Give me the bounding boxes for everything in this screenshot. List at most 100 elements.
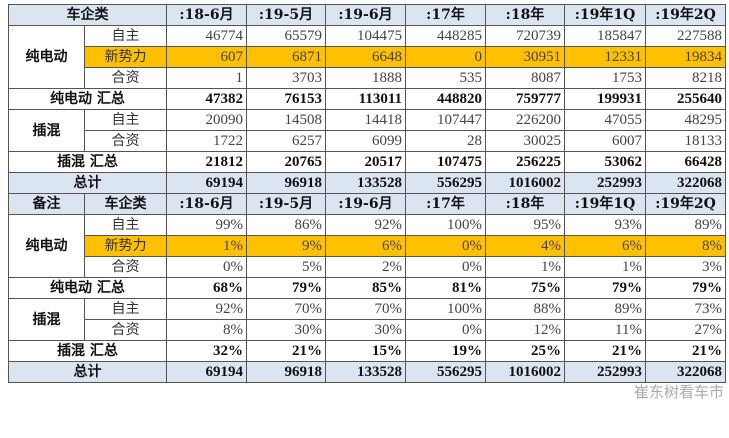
subtotal-label: 插混 汇总 xyxy=(8,151,167,173)
value-cell: 30% xyxy=(325,319,406,341)
total-row: 总计 69194 96918 133528 556295 1016002 252993 322… xyxy=(8,361,726,383)
group-label: 纯电动 xyxy=(8,25,85,89)
value-cell: 11% xyxy=(564,319,646,341)
total-cell: 69194 xyxy=(166,361,247,383)
total-label: 总计 xyxy=(8,361,167,383)
subtotal-cell: 255640 xyxy=(645,88,726,110)
value-cell: 6257 xyxy=(246,130,326,152)
value-cell: 104475 xyxy=(325,25,406,47)
value-cell: 0% xyxy=(405,256,486,278)
subtotal-cell: 76153 xyxy=(246,88,326,110)
column-header: :18年 xyxy=(485,4,565,26)
group-label: 纯电动 xyxy=(8,214,85,278)
value-cell: 65579 xyxy=(246,25,326,47)
value-cell: 18133 xyxy=(645,130,726,152)
table-row: 新势力 1% 9% 6% 0% 4% 6% 8% xyxy=(9,235,726,257)
subtotal-cell: 21% xyxy=(564,340,646,362)
table-row: 纯电动 自主 99% 86% 92% 100% 95% 93% 89% xyxy=(8,214,726,278)
subtotal-cell: 79% xyxy=(564,277,646,299)
subtotal-row: 插混 汇总 21812 20765 20517 107475 256225 53062 664… xyxy=(8,151,726,173)
subtotal-cell: 448820 xyxy=(405,88,486,110)
column-header: :17年 xyxy=(405,4,486,26)
column-header: :19-6月 xyxy=(325,4,406,26)
subtotal-row: 纯电动 汇总 68% 79% 85% 81% 75% 79% 79% xyxy=(8,277,726,299)
column-header: :19-5月 xyxy=(246,193,326,215)
value-cell: 73% xyxy=(645,298,726,320)
subtotal-label: 纯电动 汇总 xyxy=(8,277,167,299)
value-cell: 535 xyxy=(405,67,486,89)
value-cell: 20090 xyxy=(166,109,247,131)
subtotal-cell: 32% xyxy=(166,340,247,362)
subtotal-cell: 85% xyxy=(325,277,406,299)
table-row: 插混 自主 92% 70% 70% 100% 88% 89% 73% xyxy=(8,298,726,341)
value-cell: 107447 xyxy=(405,109,486,131)
total-cell: 556295 xyxy=(405,361,486,383)
value-cell: 70% xyxy=(325,298,406,320)
value-cell: 92% xyxy=(325,214,406,236)
value-cell: 8218 xyxy=(645,67,726,89)
subtotal-cell: 66428 xyxy=(645,151,726,173)
column-header: :17年 xyxy=(405,193,486,215)
value-cell: 1% xyxy=(166,235,247,257)
column-header: :18-6月 xyxy=(166,193,247,215)
column-header: :18-6月 xyxy=(166,4,247,26)
value-cell: 9% xyxy=(246,235,326,257)
value-cell: 70% xyxy=(246,298,326,320)
table-row: 纯电动 自主 46774 65579 104475 448285 720739 185847 2… xyxy=(8,25,726,89)
value-cell: 1722 xyxy=(166,130,247,152)
value-cell: 30951 xyxy=(485,46,565,68)
value-cell: 4% xyxy=(485,235,565,257)
category-header: 车企类 xyxy=(84,193,167,215)
total-cell: 133528 xyxy=(325,172,406,194)
value-cell: 3% xyxy=(645,256,726,278)
row-label: 新势力 xyxy=(84,235,167,257)
subtotal-label: 纯电动 汇总 xyxy=(8,88,167,110)
value-cell: 86% xyxy=(246,214,326,236)
value-cell: 30% xyxy=(246,319,326,341)
subtotal-row: 插混 汇总 32% 21% 15% 19% 25% 21% 21% xyxy=(8,340,726,362)
value-cell: 14418 xyxy=(325,109,406,131)
total-row: 总计 69194 96918 133528 556295 1016002 252993 322… xyxy=(8,172,726,194)
subtotal-cell: 25% xyxy=(485,340,565,362)
total-cell: 1016002 xyxy=(485,361,565,383)
value-cell: 92% xyxy=(166,298,247,320)
watermark: 崔东树看车市 xyxy=(633,383,724,401)
row-label: 自主 xyxy=(84,109,167,131)
column-header: :19年2Q xyxy=(645,4,726,26)
value-cell: 1 xyxy=(166,67,247,89)
value-cell: 12331 xyxy=(564,46,646,68)
subtotal-cell: 79% xyxy=(645,277,726,299)
total-cell: 252993 xyxy=(564,361,646,383)
row-label: 合资 xyxy=(84,67,167,89)
subtotal-label: 插混 汇总 xyxy=(8,340,167,362)
value-cell: 8087 xyxy=(485,67,565,89)
total-cell: 1016002 xyxy=(485,172,565,194)
sales-table-wrapper: 车企类:18-6月:19-5月:19-6月:17年:18年:19年1Q:19年2… xyxy=(8,0,728,401)
value-cell: 720739 xyxy=(485,25,565,47)
subtotal-cell: 21% xyxy=(246,340,326,362)
value-cell: 100% xyxy=(405,298,486,320)
value-cell: 3703 xyxy=(246,67,326,89)
subtotal-row: 纯电动 汇总 47382 76153 113011 448820 759777 199931… xyxy=(8,88,726,110)
row-label: 自主 xyxy=(84,298,167,320)
table-row: 合资 0% 5% 2% 0% 1% 1% 3% xyxy=(9,256,726,278)
value-cell: 1888 xyxy=(325,67,406,89)
table-row: 插混 自主 20090 14508 14418 107447 226200 47055 4829… xyxy=(8,109,726,152)
value-cell: 185847 xyxy=(564,25,646,47)
category-header: 车企类 xyxy=(8,4,167,26)
value-cell: 1% xyxy=(564,256,646,278)
row-label: 合资 xyxy=(84,130,167,152)
total-cell: 252993 xyxy=(564,172,646,194)
sales-table: 车企类:18-6月:19-5月:19-6月:17年:18年:19年1Q:19年2… xyxy=(8,4,726,383)
value-cell: 6007 xyxy=(564,130,646,152)
value-cell: 1% xyxy=(485,256,565,278)
row-label: 合资 xyxy=(84,256,167,278)
subtotal-cell: 21812 xyxy=(166,151,247,173)
subtotal-cell: 81% xyxy=(405,277,486,299)
subtotal-cell: 15% xyxy=(325,340,406,362)
total-cell: 322068 xyxy=(645,172,726,194)
value-cell: 226200 xyxy=(485,109,565,131)
value-cell: 8% xyxy=(645,235,726,257)
value-cell: 6099 xyxy=(325,130,406,152)
value-cell: 6% xyxy=(564,235,646,257)
